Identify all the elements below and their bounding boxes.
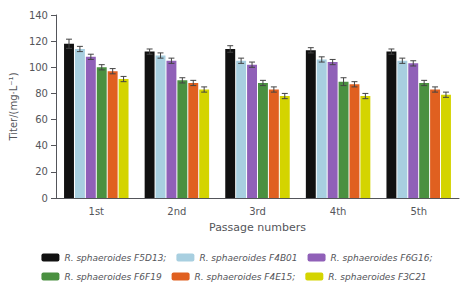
- svg-text:4th: 4th: [330, 206, 347, 217]
- svg-text:R. sphaeroides F6F19: R. sphaeroides F6F19: [64, 272, 161, 282]
- svg-text:5th: 5th: [410, 206, 427, 217]
- svg-text:0: 0: [42, 193, 48, 204]
- svg-text:1st: 1st: [89, 206, 105, 217]
- svg-text:R. sphaeroides F6G16;: R. sphaeroides F6G16;: [331, 253, 433, 263]
- svg-text:R. sphaeroides F3C21: R. sphaeroides F3C21: [328, 272, 426, 282]
- svg-text:R. sphaeroides F5D13;: R. sphaeroides F5D13;: [64, 253, 166, 263]
- svg-text:40: 40: [35, 140, 48, 151]
- svg-text:80: 80: [35, 88, 48, 99]
- svg-text:20: 20: [35, 166, 48, 177]
- svg-text:Titer/(mg·L⁻¹): Titer/(mg·L⁻¹): [8, 72, 19, 141]
- svg-text:3rd: 3rd: [249, 206, 266, 217]
- svg-text:R. sphaeroides F4E15;: R. sphaeroides F4E15;: [195, 272, 296, 282]
- svg-text:100: 100: [29, 62, 48, 73]
- svg-text:60: 60: [35, 114, 48, 125]
- svg-text:120: 120: [29, 36, 48, 47]
- svg-text:140: 140: [29, 10, 48, 21]
- svg-text:R. sphaeroides F4B01: R. sphaeroides F4B01: [199, 253, 297, 263]
- svg-text:Passage numbers: Passage numbers: [209, 221, 306, 234]
- svg-text:2nd: 2nd: [167, 206, 186, 217]
